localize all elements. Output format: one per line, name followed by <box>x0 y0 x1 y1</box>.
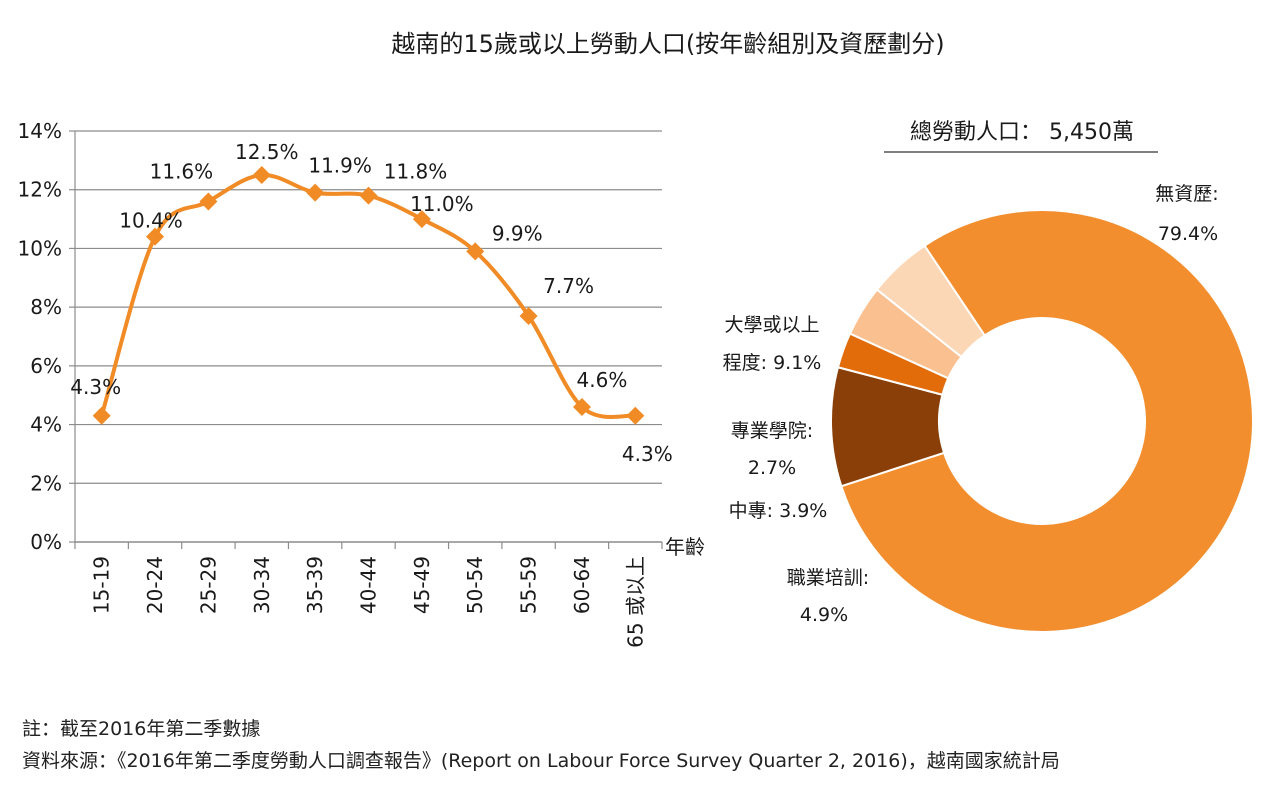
data-point <box>412 210 431 229</box>
chart-area: 越南的15歲或以上勞動人口(按年齡組別及資歷劃分) 0% 2% 4% 6% 8% 10% 1… <box>18 30 1254 648</box>
data-label: 12.5% <box>235 140 299 164</box>
donut-slice <box>875 244 987 359</box>
data-label: 11.0% <box>410 192 474 216</box>
data-point <box>572 397 591 416</box>
slice-label: 專業學院: <box>731 420 813 442</box>
data-point <box>466 242 485 261</box>
x-tick-label: 30-34 <box>250 556 274 614</box>
line-chart: 0% 2% 4% 6% 8% 10% 12% 14% 15-19 20-24 25-29 30-34 3… <box>18 119 705 648</box>
footnote: 註：截至2016年第二季數據 <box>22 718 261 740</box>
slice-label: 中專: 3.9% <box>729 500 828 522</box>
y-tick-label: 0% <box>30 530 62 554</box>
data-label: 11.9% <box>308 154 372 178</box>
y-tick-label: 10% <box>18 236 62 260</box>
chart-title: 越南的15歲或以上勞動人口(按年齡組別及資歷劃分) <box>391 30 944 58</box>
y-tick-label: 14% <box>18 119 62 143</box>
y-tick-label: 2% <box>30 471 62 495</box>
data-point <box>92 406 111 425</box>
data-point <box>199 192 218 211</box>
slice-label: 無資歷: <box>1155 183 1218 205</box>
data-point <box>306 183 325 202</box>
slice-label: 大學或以上 <box>724 314 819 336</box>
data-point <box>519 306 538 325</box>
data-label: 4.3% <box>70 375 121 399</box>
slice-label: 4.9% <box>800 604 848 626</box>
data-label: 10.4% <box>119 209 183 233</box>
x-tick-label: 25-29 <box>196 556 220 614</box>
data-label: 7.7% <box>543 274 594 298</box>
data-label: 4.6% <box>577 368 628 392</box>
data-point <box>359 186 378 205</box>
data-label: 11.8% <box>384 160 448 184</box>
donut-title: 總勞動人口： 5,450萬 <box>910 120 1134 145</box>
data-label: 11.6% <box>150 159 214 183</box>
y-tick-label: 8% <box>30 295 62 319</box>
data-label: 9.9% <box>492 221 543 245</box>
data-point <box>146 227 165 246</box>
y-tick-label: 4% <box>30 413 62 437</box>
donut-slice <box>840 209 1254 633</box>
x-tick-label: 45-49 <box>410 556 434 614</box>
y-tick-label: 6% <box>30 354 62 378</box>
x-tick-label: 65 或以上 <box>623 556 647 648</box>
data-label: 4.3% <box>622 442 673 466</box>
slice-label: 程度: 9.1% <box>723 352 822 374</box>
slice-label: 2.7% <box>748 457 796 479</box>
data-point <box>252 166 271 185</box>
slice-label: 79.4% <box>1158 223 1218 245</box>
x-tick-label: 35-39 <box>303 556 327 614</box>
source-note: 資料來源：《2016年第二季度勞動人口調查報告》(Report on Labou… <box>22 750 1060 772</box>
data-point <box>626 406 645 425</box>
x-axis-label: 年齡 <box>665 535 705 559</box>
x-tick-label: 40-44 <box>357 556 381 614</box>
x-tick-label: 50-54 <box>463 556 487 614</box>
x-tick-label: 60-64 <box>570 556 594 614</box>
y-tick-label: 12% <box>18 178 62 202</box>
slice-label: 職業培訓: <box>787 567 869 589</box>
x-tick-label: 15-19 <box>90 556 114 614</box>
x-tick-label: 55-59 <box>517 556 541 614</box>
x-tick-label: 20-24 <box>143 556 167 614</box>
